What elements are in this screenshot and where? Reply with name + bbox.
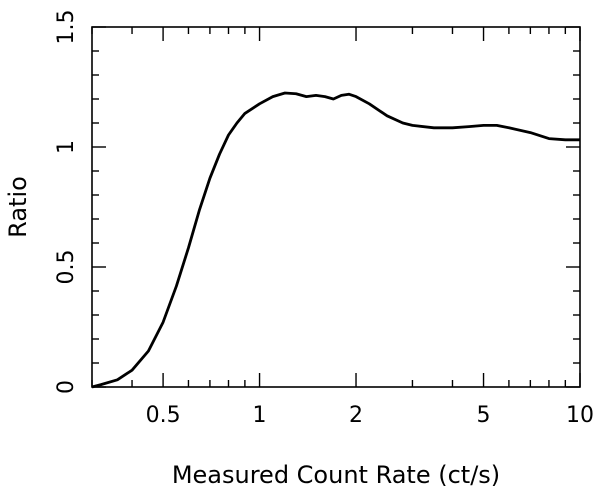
y-tick-label: 0.5 xyxy=(54,250,79,285)
x-tick-label: 10 xyxy=(566,403,594,428)
y-tick-label: 1 xyxy=(54,140,79,154)
x-tick-label: 1 xyxy=(253,403,267,428)
tick-labels: 0.5 1 2 5 10 0 0.5 1 1.5 xyxy=(54,10,594,429)
series-line xyxy=(91,91,580,389)
x-tick-label: 0.5 xyxy=(146,403,181,428)
x-tick-label: 2 xyxy=(349,403,363,428)
tick-marks xyxy=(91,26,581,388)
x-tick-label: 5 xyxy=(477,403,491,428)
plot-frame xyxy=(91,26,581,388)
y-tick-label: 1.5 xyxy=(54,10,79,45)
y-tick-label: 0 xyxy=(54,380,79,394)
y-axis-label: Ratio xyxy=(4,176,32,238)
x-axis-label: Measured Count Rate (ct/s) xyxy=(172,461,500,489)
